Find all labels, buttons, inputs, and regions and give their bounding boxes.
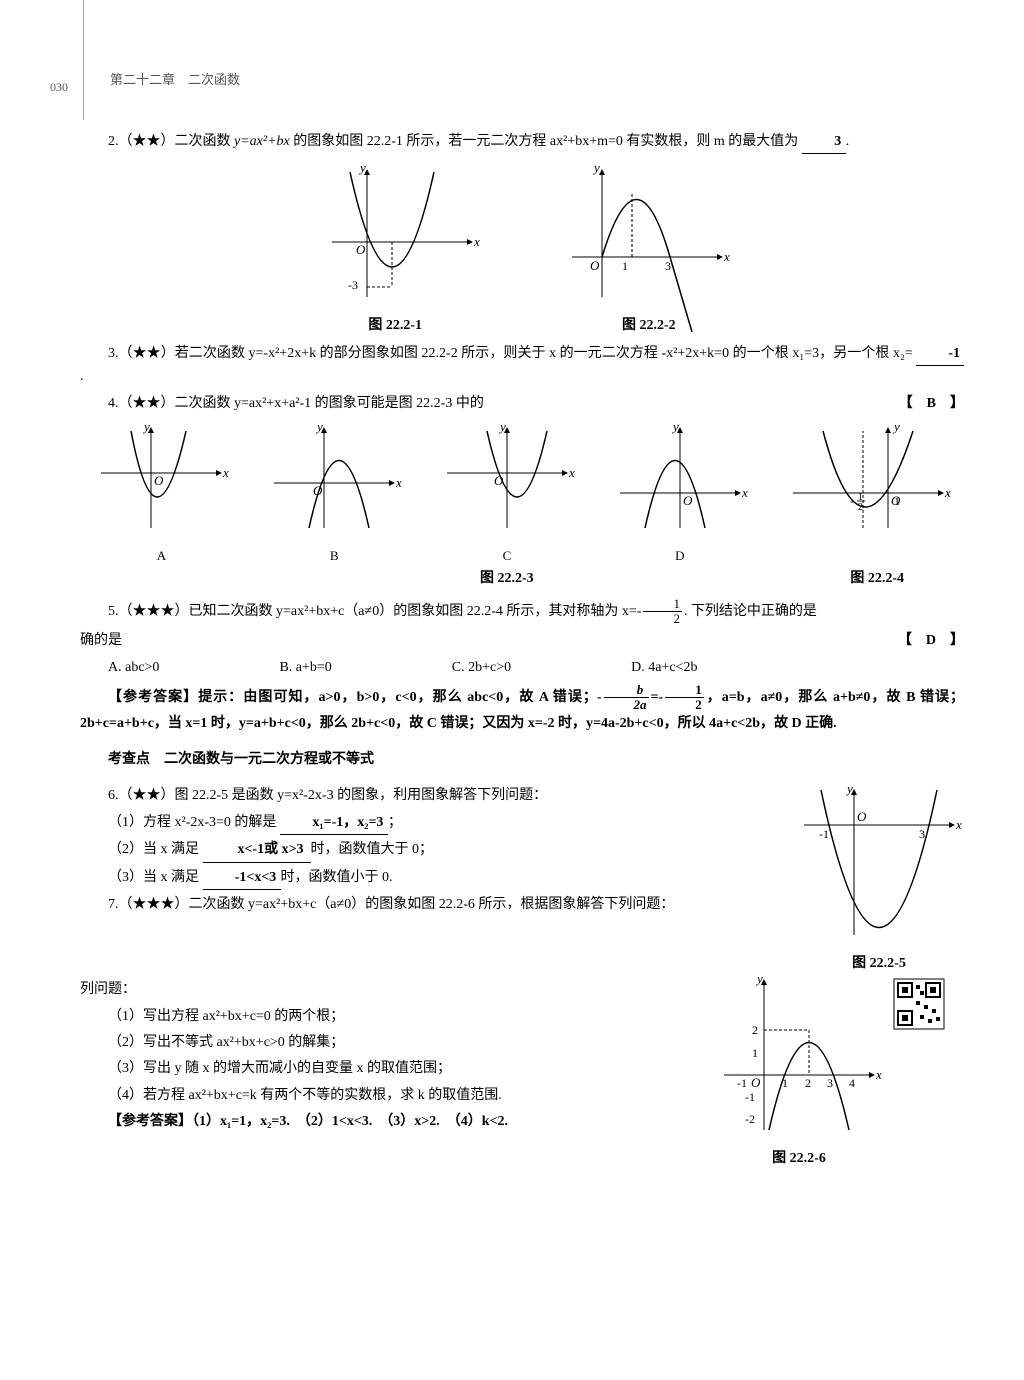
fig-22-2-6-wrap: xy O 2 1 -1 1 2 3 4 -1 -2 图 22.2-6 (714, 975, 884, 1170)
fig-captions-1: 图 22.2-1 图 22.2-2 (80, 315, 964, 337)
svg-text:3: 3 (665, 259, 671, 273)
qr-code-icon (894, 979, 944, 1029)
svg-text:y: y (358, 160, 366, 175)
svg-text:2: 2 (752, 1023, 758, 1037)
svg-text:x: x (222, 465, 229, 480)
graph-b: xy O B (269, 423, 399, 566)
svg-text:-1: -1 (819, 827, 829, 841)
svg-text:O: O (683, 493, 693, 508)
q3-answer: -1 (916, 343, 964, 366)
svg-text:-1: -1 (745, 1090, 755, 1104)
svg-text:-1: -1 (737, 1076, 747, 1090)
svg-text:y: y (892, 419, 900, 434)
svg-text:y: y (845, 781, 853, 796)
fig-22-2-6: xy O 2 1 -1 1 2 3 4 -1 -2 (719, 975, 879, 1135)
svg-text:x: x (723, 249, 730, 264)
svg-text:O: O (751, 1075, 761, 1090)
section-title: 考查点 二次函数与一元二次方程或不等式 (108, 749, 964, 771)
svg-text:O: O (154, 473, 164, 488)
graph-c: xy O C (442, 423, 572, 566)
svg-text:y: y (315, 419, 323, 434)
svg-text:O: O (356, 242, 366, 257)
fig-captions-2: 图 22.2-3 图 22.2-4 (80, 568, 964, 590)
svg-text:y: y (592, 160, 600, 175)
svg-text:x: x (473, 234, 480, 249)
svg-text:-2: -2 (745, 1112, 755, 1126)
svg-text:y: y (498, 419, 506, 434)
fig-row-2: xy O A xy O B xy O (80, 423, 964, 566)
svg-text:4: 4 (849, 1076, 855, 1090)
graph-a: xy O A (96, 423, 226, 566)
fig-22-2-5: xy O -1 3 (799, 785, 959, 940)
q2-answer: 3 (802, 131, 846, 154)
fig-22-2-5-wrap: xy O -1 3 图 22.2-5 (794, 785, 964, 975)
svg-text:2: 2 (858, 502, 863, 513)
graph-d: xy O D (615, 423, 745, 566)
svg-text:y: y (671, 419, 679, 434)
svg-text:O: O (590, 258, 600, 273)
q2-text: 2.（★★）二次函数 y=ax²+bx 的图象如图 22.2-1 所示，若一元二… (80, 131, 964, 154)
svg-text:1: 1 (622, 259, 628, 273)
fig-row-1: x y O -3 x y O 1 3 (80, 162, 964, 310)
svg-text:x: x (395, 475, 402, 490)
svg-text:-3: -3 (348, 278, 358, 292)
svg-text:2: 2 (805, 1076, 811, 1090)
svg-text:y: y (755, 971, 763, 986)
svg-text:x: x (741, 485, 748, 500)
svg-text:1: 1 (752, 1046, 758, 1060)
page-number: 030 (50, 78, 68, 97)
q5-options: A. abc>0 B. a+b=0 C. 2b+c>0 D. 4a+c<2b (108, 657, 964, 679)
svg-text:y: y (142, 419, 150, 434)
svg-text:x: x (944, 485, 951, 500)
q5-text: 5.（★★★）已知二次函数 y=ax²+bx+c（a≠0）的图象如图 22.2-… (80, 597, 964, 627)
chapter-header: 第二十二章 二次函数 (110, 70, 964, 91)
svg-text:1: 1 (782, 1076, 788, 1090)
svg-text:1: 1 (894, 494, 900, 508)
fig-22-2-1: x y O -3 (312, 162, 482, 310)
svg-text:3: 3 (919, 827, 925, 841)
svg-text:x: x (955, 817, 962, 832)
svg-text:x: x (875, 1067, 882, 1082)
q5-explanation: 【参考答案】提示：由图可知，a>0，b>0，c<0，那么 abc<0，故 A 错… (80, 683, 964, 735)
fig-22-2-2: x y O 1 3 (562, 162, 732, 310)
q4-text: 4.（★★）二次函数 y=ax²+x+a²-1 的图象可能是图 22.2-3 中… (80, 393, 964, 415)
margin-rule (83, 0, 84, 120)
svg-text:-: - (850, 494, 854, 508)
q3-text: 3.（★★）若二次函数 y=-x²+2x+k 的部分图象如图 22.2-2 所示… (80, 343, 964, 389)
fig-22-2-4: xy O - 1 2 1 (788, 423, 948, 566)
svg-text:O: O (857, 809, 867, 824)
q5-answer-line: 确的是 【 D 】 (80, 630, 964, 652)
svg-text:3: 3 (827, 1076, 833, 1090)
svg-text:x: x (568, 465, 575, 480)
